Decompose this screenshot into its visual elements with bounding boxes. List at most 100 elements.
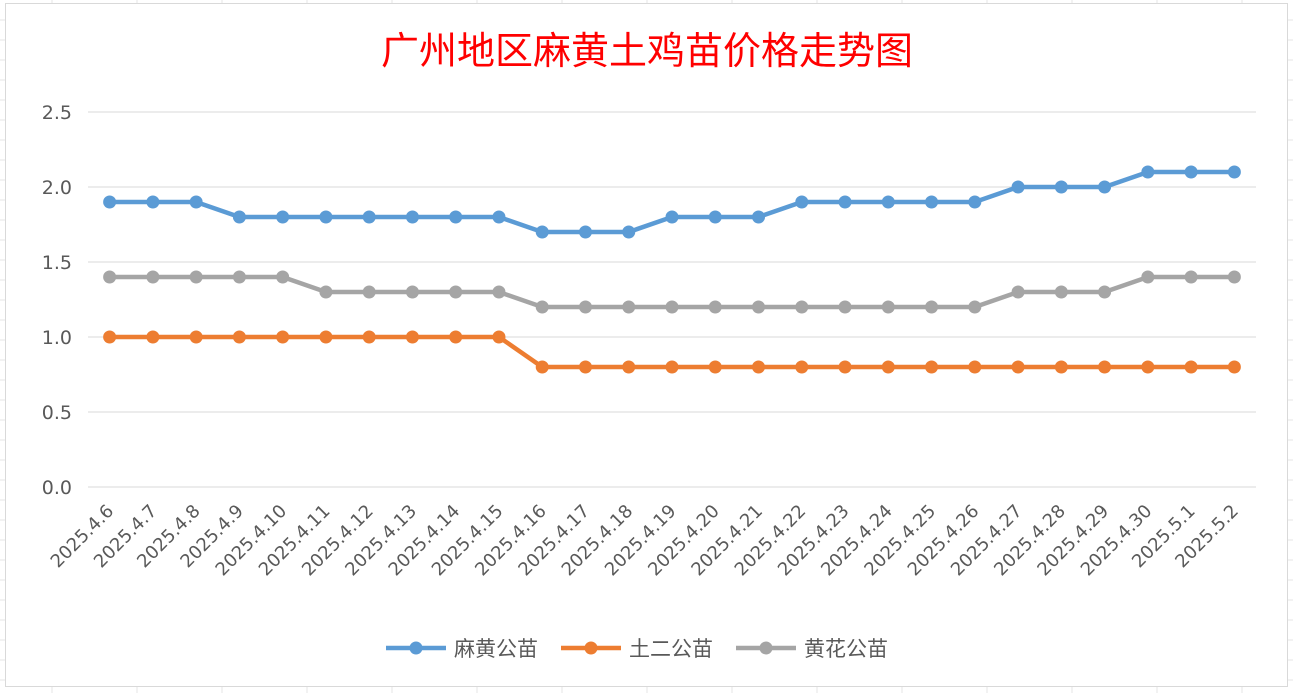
legend[interactable]: 麻黄公苗 土二公苗 黄花公苗 xyxy=(386,637,888,661)
data-point[interactable] xyxy=(276,330,290,344)
data-point[interactable] xyxy=(405,330,419,344)
data-point[interactable] xyxy=(276,210,290,224)
y-tick-label: 1.0 xyxy=(42,327,72,349)
data-point[interactable] xyxy=(362,330,376,344)
legend-item[interactable]: 土二公苗 xyxy=(561,637,713,661)
data-point[interactable] xyxy=(232,270,246,284)
data-point[interactable] xyxy=(622,300,636,314)
data-point[interactable] xyxy=(925,360,939,374)
data-point[interactable] xyxy=(103,330,117,344)
data-point[interactable] xyxy=(622,225,636,239)
legend-label: 土二公苗 xyxy=(629,637,713,661)
data-point[interactable] xyxy=(881,195,895,209)
data-point[interactable] xyxy=(146,270,160,284)
data-point[interactable] xyxy=(405,210,419,224)
data-point[interactable] xyxy=(1184,360,1198,374)
data-point[interactable] xyxy=(881,360,895,374)
data-point[interactable] xyxy=(795,300,809,314)
y-tick-label: 0.0 xyxy=(42,477,72,499)
data-point[interactable] xyxy=(232,330,246,344)
chart-area[interactable]: 广州地区麻黄土鸡苗价格走势图 0.0 0.5 1.0 1.5 2.0 2.5 2025.4… xyxy=(5,3,1288,687)
y-tick-label: 2.5 xyxy=(42,102,72,124)
data-point[interactable] xyxy=(535,360,549,374)
data-point[interactable] xyxy=(968,360,982,374)
legend-marker-icon xyxy=(409,641,423,655)
data-point[interactable] xyxy=(1141,165,1155,179)
data-point[interactable] xyxy=(925,195,939,209)
data-point[interactable] xyxy=(319,210,333,224)
data-point[interactable] xyxy=(319,285,333,299)
data-point[interactable] xyxy=(189,330,203,344)
data-point[interactable] xyxy=(968,300,982,314)
data-point[interactable] xyxy=(1011,285,1025,299)
data-point[interactable] xyxy=(1098,180,1112,194)
data-point[interactable] xyxy=(492,210,506,224)
data-point[interactable] xyxy=(146,195,160,209)
data-point[interactable] xyxy=(925,300,939,314)
data-point[interactable] xyxy=(1141,360,1155,374)
data-point[interactable] xyxy=(492,330,506,344)
data-point[interactable] xyxy=(665,360,679,374)
data-point[interactable] xyxy=(362,210,376,224)
data-point[interactable] xyxy=(1184,165,1198,179)
data-point[interactable] xyxy=(665,300,679,314)
legend-item[interactable]: 麻黄公苗 xyxy=(386,637,538,661)
data-point[interactable] xyxy=(838,300,852,314)
data-point[interactable] xyxy=(795,195,809,209)
series-3 xyxy=(103,270,1241,314)
data-point[interactable] xyxy=(449,210,463,224)
data-point[interactable] xyxy=(752,210,766,224)
data-point[interactable] xyxy=(535,300,549,314)
data-point[interactable] xyxy=(578,360,592,374)
data-point[interactable] xyxy=(103,270,117,284)
data-point[interactable] xyxy=(103,195,117,209)
data-point[interactable] xyxy=(1011,180,1025,194)
data-point[interactable] xyxy=(968,195,982,209)
gridlines xyxy=(88,111,1256,488)
data-point[interactable] xyxy=(578,300,592,314)
data-point[interactable] xyxy=(1184,270,1198,284)
data-point[interactable] xyxy=(1098,360,1112,374)
data-point[interactable] xyxy=(492,285,506,299)
series-1 xyxy=(103,165,1241,239)
data-point[interactable] xyxy=(276,270,290,284)
data-point[interactable] xyxy=(405,285,419,299)
data-point[interactable] xyxy=(449,285,463,299)
line-chart: 广州地区麻黄土鸡苗价格走势图 0.0 0.5 1.0 1.5 2.0 2.5 2025.4… xyxy=(42,29,1256,661)
data-point[interactable] xyxy=(1054,360,1068,374)
legend-item[interactable]: 黄花公苗 xyxy=(736,637,888,661)
legend-label: 麻黄公苗 xyxy=(454,637,538,661)
data-point[interactable] xyxy=(795,360,809,374)
y-axis-ticks: 0.0 0.5 1.0 1.5 2.0 2.5 xyxy=(42,102,72,499)
data-point[interactable] xyxy=(319,330,333,344)
data-point[interactable] xyxy=(146,330,160,344)
data-point[interactable] xyxy=(189,270,203,284)
data-point[interactable] xyxy=(1227,270,1241,284)
y-tick-label: 0.5 xyxy=(42,402,72,424)
data-point[interactable] xyxy=(752,300,766,314)
data-point[interactable] xyxy=(708,300,722,314)
data-point[interactable] xyxy=(1227,360,1241,374)
data-point[interactable] xyxy=(535,225,549,239)
data-point[interactable] xyxy=(1098,285,1112,299)
data-point[interactable] xyxy=(362,285,376,299)
data-point[interactable] xyxy=(622,360,636,374)
data-point[interactable] xyxy=(1141,270,1155,284)
y-tick-label: 1.5 xyxy=(42,252,72,274)
data-point[interactable] xyxy=(838,195,852,209)
data-point[interactable] xyxy=(1227,165,1241,179)
data-point[interactable] xyxy=(708,360,722,374)
data-point[interactable] xyxy=(708,210,722,224)
data-point[interactable] xyxy=(578,225,592,239)
data-point[interactable] xyxy=(1054,180,1068,194)
data-point[interactable] xyxy=(838,360,852,374)
data-point[interactable] xyxy=(752,360,766,374)
chart-title: 广州地区麻黄土鸡苗价格走势图 xyxy=(381,29,913,73)
data-point[interactable] xyxy=(665,210,679,224)
data-point[interactable] xyxy=(1054,285,1068,299)
data-point[interactable] xyxy=(232,210,246,224)
data-point[interactable] xyxy=(449,330,463,344)
data-point[interactable] xyxy=(881,300,895,314)
data-point[interactable] xyxy=(1011,360,1025,374)
data-point[interactable] xyxy=(189,195,203,209)
